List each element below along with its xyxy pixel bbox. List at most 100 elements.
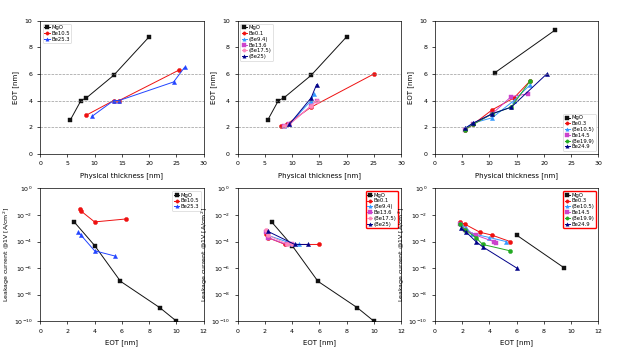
(Be9.4) xyxy=(286,122,293,126)
MgO xyxy=(156,306,164,310)
Be0.1 xyxy=(262,231,270,236)
Line: MgO: MgO xyxy=(270,220,376,323)
(Be17.5) xyxy=(313,98,320,103)
Be24.9 xyxy=(479,245,486,249)
(Be19.9) xyxy=(527,79,534,83)
Be0.3 xyxy=(506,239,513,244)
(Be10.5) xyxy=(463,226,470,230)
MgO xyxy=(551,28,558,32)
X-axis label: EOT [nm]: EOT [nm] xyxy=(303,339,336,346)
Be13.6 xyxy=(288,242,296,246)
Line: Be14.5: Be14.5 xyxy=(457,222,499,245)
Be0.3 xyxy=(527,79,534,83)
Be13.6 xyxy=(307,104,315,108)
(Be25) xyxy=(313,82,320,87)
Be14.5 xyxy=(462,228,469,232)
Be24.9 xyxy=(472,239,479,244)
Be25.3 xyxy=(115,98,123,103)
Be0.1 xyxy=(370,72,378,76)
Line: (Be10.5): (Be10.5) xyxy=(463,82,532,131)
(Be25) xyxy=(305,242,312,246)
Be0.1 xyxy=(307,105,315,109)
Be14.5 xyxy=(492,241,500,245)
Line: Be13.6: Be13.6 xyxy=(282,98,318,128)
Line: Be10.5: Be10.5 xyxy=(78,207,128,224)
Be0.1 xyxy=(315,242,323,246)
Line: Be13.6: Be13.6 xyxy=(264,230,294,246)
(Be9.4) xyxy=(280,124,288,128)
(Be10.5) xyxy=(489,116,496,120)
Be25.3 xyxy=(110,98,117,103)
MgO xyxy=(264,118,271,122)
Text: Mg[EtCp]$_2$/DMB: Mg[EtCp]$_2$/DMB xyxy=(89,204,155,217)
Be25.3 xyxy=(88,114,96,119)
(Be10.5) xyxy=(468,231,476,236)
(Be25) xyxy=(307,96,315,100)
MgO xyxy=(91,243,98,247)
Be10.5 xyxy=(77,209,85,213)
Line: (Be19.9): (Be19.9) xyxy=(463,79,532,132)
Be0.1 xyxy=(283,122,290,126)
Legend: MgO, Be0.1, (Be9.4), Be13.6, (Be17.5), (Be25): MgO, Be0.1, (Be9.4), Be13.6, (Be17.5), (… xyxy=(240,24,273,61)
Legend: MgO, Be0.3, (Be10.5), Be14.5, (Be19.9), Be24.9: MgO, Be0.3, (Be10.5), Be14.5, (Be19.9), … xyxy=(563,191,596,228)
Be0.1 xyxy=(278,124,285,128)
Be13.6 xyxy=(283,242,290,246)
Be25.3 xyxy=(181,65,188,69)
(Be9.4) xyxy=(288,242,296,246)
(Be25) xyxy=(264,229,271,233)
(Be9.4) xyxy=(310,92,318,96)
Y-axis label: EOT [nm]: EOT [nm] xyxy=(210,71,217,104)
Line: MgO: MgO xyxy=(72,220,178,323)
Text: Mg[EtCp]$_2$/DEB: Mg[EtCp]$_2$/DEB xyxy=(287,204,352,217)
MgO xyxy=(77,98,85,103)
Line: Be24.9: Be24.9 xyxy=(459,226,519,270)
Legend: MgO, Be0.1, (Be9.4), Be13.6, (Be17.5), (Be25): MgO, Be0.1, (Be9.4), Be13.6, (Be17.5), (… xyxy=(365,191,399,228)
(Be19.9) xyxy=(470,122,477,126)
Line: (Be25): (Be25) xyxy=(288,82,318,126)
Be14.5 xyxy=(489,112,496,116)
Be10.5 xyxy=(91,220,98,224)
Line: MgO: MgO xyxy=(265,35,349,122)
Line: (Be9.4): (Be9.4) xyxy=(264,229,301,246)
(Be10.5) xyxy=(486,236,493,240)
Be0.3 xyxy=(489,233,496,237)
MgO xyxy=(275,98,282,103)
Line: (Be19.9): (Be19.9) xyxy=(457,222,512,253)
Line: Be10.5: Be10.5 xyxy=(85,68,181,117)
(Be25) xyxy=(291,242,299,246)
(Be17.5) xyxy=(280,124,288,128)
(Be17.5) xyxy=(286,122,293,126)
MgO xyxy=(110,73,117,77)
(Be10.5) xyxy=(527,82,534,87)
MgO xyxy=(117,279,124,283)
Line: (Be17.5): (Be17.5) xyxy=(282,98,318,128)
(Be19.9) xyxy=(456,222,463,227)
MgO xyxy=(146,35,153,39)
Be25.3 xyxy=(77,233,85,237)
(Be19.9) xyxy=(508,105,515,109)
Line: (Be9.4): (Be9.4) xyxy=(282,92,316,128)
(Be17.5) xyxy=(262,228,270,232)
Be25.3 xyxy=(75,230,82,234)
Be10.5 xyxy=(122,217,130,221)
(Be19.9) xyxy=(472,236,479,240)
Y-axis label: Leakage current @1V [A/cm$^2$]: Leakage current @1V [A/cm$^2$] xyxy=(397,207,407,302)
(Be17.5) xyxy=(307,104,315,108)
(Be9.4) xyxy=(307,98,315,103)
Line: MgO: MgO xyxy=(515,233,566,270)
(Be17.5) xyxy=(283,242,290,246)
Be24.9 xyxy=(462,126,469,131)
Be13.6 xyxy=(280,124,288,128)
MgO xyxy=(83,96,90,100)
Be10.5 xyxy=(83,113,90,117)
MgO xyxy=(370,319,378,323)
Line: Be0.1: Be0.1 xyxy=(264,231,321,246)
MgO xyxy=(288,243,296,247)
MgO xyxy=(354,306,361,310)
Be0.3 xyxy=(462,128,469,132)
(Be9.4) xyxy=(295,242,302,246)
MgO xyxy=(173,319,180,323)
Be24.9 xyxy=(508,105,515,109)
Line: MgO: MgO xyxy=(493,28,557,75)
MgO xyxy=(268,220,275,224)
